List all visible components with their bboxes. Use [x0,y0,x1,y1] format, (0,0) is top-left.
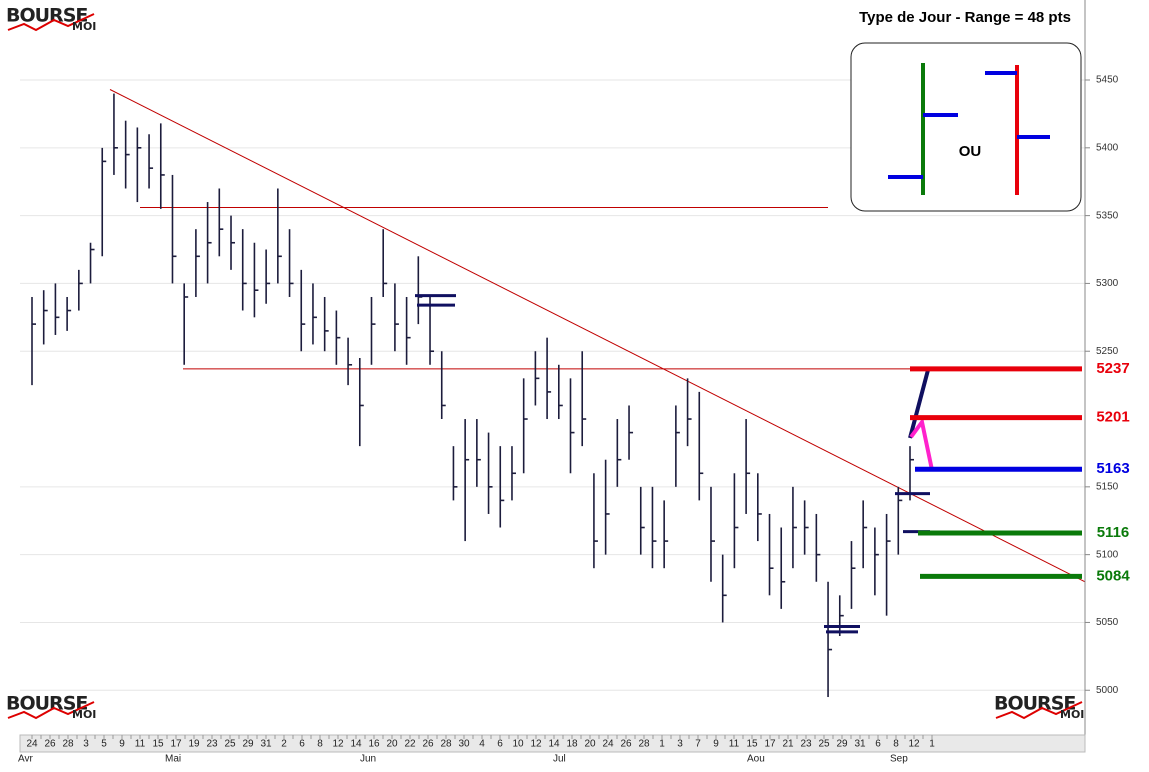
x-tick-label: 14 [548,739,560,750]
y-tick-label: 5100 [1096,549,1119,560]
month-label: Jul [553,754,566,765]
x-tick-label: 6 [299,739,305,750]
x-tick-label: 12 [530,739,542,750]
x-tick-label: 25 [224,739,236,750]
inset-separator: OU [959,143,982,160]
logo-text: BOURSE [6,5,87,27]
x-tick-label: 26 [44,739,56,750]
x-tick-label: 14 [350,739,362,750]
x-tick-label: 24 [26,739,38,750]
x-tick-label: 12 [332,739,344,750]
x-tick-label: 3 [677,739,683,750]
x-tick-label: 29 [242,739,254,750]
inset-title: Type de Jour - Range = 48 pts [859,9,1071,26]
x-tick-label: 2 [281,739,287,750]
x-tick-label: 8 [893,739,899,750]
logo-sub: MOI [72,708,96,721]
logo: BOURSE MOI [994,693,1084,722]
level-label: 5116 [1097,524,1130,541]
x-tick-label: 20 [584,739,596,750]
x-tick-label: 4 [479,739,485,750]
x-tick-label: 11 [135,739,146,750]
level-label: 5201 [1096,409,1129,426]
x-tick-label: 28 [440,739,452,750]
month-label: Sep [890,754,908,765]
x-tick-label: 17 [764,739,776,750]
x-tick-label: 25 [818,739,830,750]
logo: BOURSE MOI [6,693,96,722]
inset-box [850,42,1082,212]
level-label: 5084 [1096,567,1130,584]
x-tick-label: 5 [101,739,107,750]
logo-sub: MOI [1060,708,1084,721]
x-tick-label: 20 [386,739,398,750]
y-tick-label: 5150 [1096,481,1119,492]
x-tick-label: 8 [317,739,323,750]
x-tick-label: 18 [566,739,578,750]
x-tick-label: 15 [746,739,758,750]
x-tick-label: 3 [83,739,89,750]
x-tick-label: 24 [602,739,614,750]
x-axis-band [19,734,1086,753]
month-label: Avr [18,754,33,765]
logo-text: BOURSE [6,693,87,715]
x-tick-label: 10 [512,739,524,750]
x-tick-label: 31 [260,739,272,750]
x-tick-label: 6 [875,739,881,750]
month-label: Aou [747,754,765,765]
month-label: Jun [360,754,376,765]
logo-arrow [7,13,95,32]
x-tick-label: 17 [170,739,182,750]
y-tick-label: 5450 [1096,75,1119,86]
y-tick-label: 5050 [1096,617,1119,628]
x-tick-label: 12 [908,739,920,750]
logo-sub: MOI [72,20,96,33]
x-tick-label: 16 [368,739,380,750]
projection-arrow [908,369,930,439]
x-tick-label: 1 [929,739,935,750]
x-tick-label: 31 [854,739,866,750]
month-label: Mai [165,754,181,765]
x-tick-label: 15 [152,739,164,750]
x-tick-label: 22 [404,739,416,750]
x-tick-label: 7 [695,739,701,750]
logo-arrow [995,701,1083,720]
projection-arrow [909,417,934,471]
x-tick-label: 26 [620,739,632,750]
x-tick-label: 29 [836,739,848,750]
x-tick-label: 23 [800,739,812,750]
plot-area [20,79,1086,691]
x-tick-label: 21 [782,739,794,750]
x-tick-label: 19 [188,739,200,750]
y-tick-label: 5350 [1096,210,1119,221]
logo: BOURSE MOI [6,5,96,34]
x-tick-label: 9 [119,739,125,750]
x-tick-label: 11 [729,739,740,750]
x-tick-label: 1 [659,739,665,750]
y-tick-label: 5400 [1096,142,1119,153]
x-tick-label: 9 [713,739,719,750]
x-tick-label: 6 [497,739,503,750]
x-tick-label: 28 [62,739,74,750]
x-tick-label: 30 [458,739,470,750]
x-tick-label: 23 [206,739,218,750]
y-tick-label: 5000 [1096,685,1119,696]
logo-text: BOURSE [994,693,1075,715]
y-tick-label: 5300 [1096,278,1119,289]
logo-arrow [7,701,95,720]
level-label: 5163 [1096,460,1129,477]
y-tick-label: 5250 [1096,346,1119,357]
trend-line [109,89,1086,583]
x-tick-label: 28 [638,739,650,750]
x-tick-label: 26 [422,739,434,750]
level-label: 5237 [1096,360,1129,377]
